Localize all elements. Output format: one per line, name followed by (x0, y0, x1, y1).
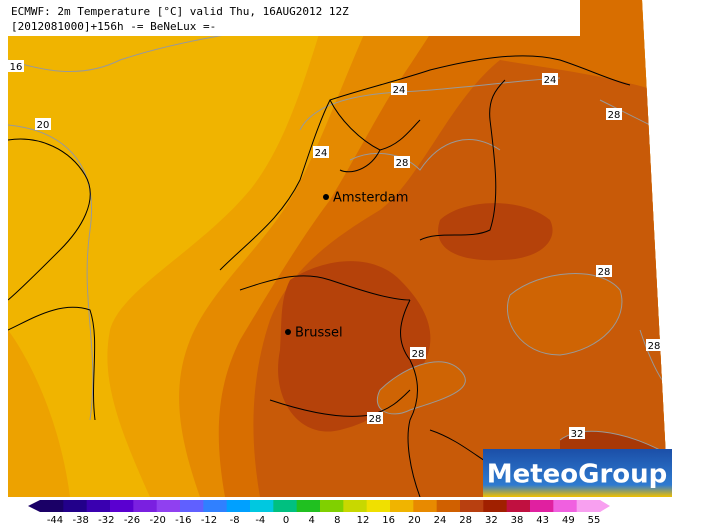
colorbar-segment (63, 500, 88, 512)
colorbar-arrow (600, 500, 610, 512)
contour-label-box (542, 73, 558, 85)
contour-label: 32 (571, 429, 584, 440)
contour-label-box (367, 412, 383, 424)
colorbar-segment (226, 500, 251, 512)
contour-label-box (394, 156, 410, 168)
contour-label: 24 (393, 85, 406, 96)
logo-box (483, 449, 672, 497)
colorbar-label: -12 (201, 515, 217, 525)
colorbar-segment (296, 500, 321, 512)
colorbar-segment (86, 500, 111, 512)
colorbar-label: 55 (588, 515, 601, 525)
colorbar: -44 -38 -32 -26 -20 -16 -12 -8 -4 0 4 8 12 16 20 24 28 32… (28, 500, 610, 525)
colorbar-label: -26 (124, 515, 140, 525)
contour-label-box (35, 118, 51, 130)
colorbar-segment (366, 500, 391, 512)
header-box (8, 0, 580, 36)
contour-label-box (391, 83, 407, 95)
colorbar-arrow (28, 500, 40, 512)
colorbar-label: 20 (408, 515, 421, 525)
contour-label: 28 (608, 110, 621, 121)
colorbar-label: 38 (511, 515, 524, 525)
colorbar-segment (483, 500, 508, 512)
city-label: Amsterdam (333, 191, 408, 206)
header-line: ECMWF: 2m Temperature [°C] valid Thu, 16… (11, 5, 349, 18)
contour-label-box (410, 347, 426, 359)
contour-label-box (313, 146, 329, 158)
colorbar-segment (413, 500, 438, 512)
colorbar-segment (343, 500, 368, 512)
colorbar-label: -20 (149, 515, 165, 525)
colorbar-segment (110, 500, 134, 512)
contour-label-box (606, 108, 622, 120)
contour-label: 28 (648, 341, 661, 352)
contour-label: 24 (315, 148, 328, 159)
colorbar-label: -44 (47, 515, 63, 525)
colorbar-label: 12 (357, 515, 370, 525)
city-dot (323, 194, 329, 200)
city-label: Brussel (295, 326, 343, 341)
contour-label-box (596, 265, 612, 277)
contour-label-box (8, 60, 24, 72)
city-dot (285, 329, 291, 335)
contour-label: 28 (396, 158, 409, 169)
colorbar-segment (180, 500, 204, 512)
contour-label: 28 (369, 414, 382, 425)
colorbar-label: 0 (283, 515, 289, 525)
temperature-field (8, 0, 668, 497)
contour-label: 20 (37, 120, 50, 131)
colorbar-label: -16 (175, 515, 191, 525)
colorbar-segment (460, 500, 484, 512)
colorbar-segment (506, 500, 531, 512)
colorbar-segment (250, 500, 274, 512)
colorbar-label: -38 (72, 515, 88, 525)
colorbar-segment (133, 500, 158, 512)
contour-label: 24 (544, 75, 557, 86)
colorbar-label: 24 (434, 515, 447, 525)
colorbar-segment (156, 500, 181, 512)
contour-label-box (646, 339, 662, 351)
colorbar-segment (320, 500, 344, 512)
colorbar-label: -8 (230, 515, 240, 525)
colorbar-label: 32 (485, 515, 498, 525)
colorbar-segment (576, 500, 601, 512)
colorbar-segment (273, 500, 298, 512)
contour-label: 28 (412, 349, 425, 360)
colorbar-label: 49 (562, 515, 575, 525)
header-line: [2012081000]+156h -= BeNeLux =- (11, 20, 216, 33)
colorbar-segment (390, 500, 414, 512)
contour-label-box (569, 427, 585, 439)
colorbar-segment (530, 500, 554, 512)
colorbar-label: 8 (334, 515, 340, 525)
contour-label: 16 (10, 62, 23, 73)
colorbar-label: 28 (459, 515, 472, 525)
colorbar-segment (40, 500, 64, 512)
colorbar-label: 43 (536, 515, 549, 525)
colorbar-segment (436, 500, 461, 512)
contour-label: 28 (598, 267, 611, 278)
colorbar-segment (553, 500, 578, 512)
colorbar-label: 16 (382, 515, 395, 525)
logo: MeteoGroup (487, 460, 668, 490)
colorbar-label: -4 (255, 515, 265, 525)
colorbar-label: 4 (308, 515, 314, 525)
colorbar-label: -32 (98, 515, 114, 525)
colorbar-segment (203, 500, 228, 512)
